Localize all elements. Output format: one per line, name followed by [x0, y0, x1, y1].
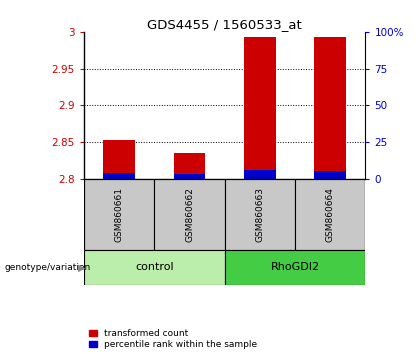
Bar [244, 37, 276, 179]
Text: RhoGDI2: RhoGDI2 [270, 262, 320, 272]
Bar [295, 179, 365, 250]
Title: GDS4455 / 1560533_at: GDS4455 / 1560533_at [147, 18, 302, 31]
Bar [84, 179, 155, 250]
Text: GSM860662: GSM860662 [185, 187, 194, 242]
Bar [244, 170, 276, 179]
Bar [225, 179, 295, 250]
Bar [315, 37, 346, 179]
Text: GSM860664: GSM860664 [326, 187, 335, 242]
Legend: transformed count, percentile rank within the sample: transformed count, percentile rank withi… [89, 329, 257, 349]
Bar [174, 175, 205, 179]
Text: GSM860661: GSM860661 [115, 187, 123, 242]
Bar [155, 179, 225, 250]
Bar [103, 173, 135, 179]
Text: control: control [135, 262, 173, 272]
Text: ▶: ▶ [78, 262, 85, 272]
Text: genotype/variation: genotype/variation [4, 263, 90, 272]
Bar [103, 140, 135, 179]
Text: GSM860663: GSM860663 [255, 187, 264, 242]
Bar [174, 153, 205, 179]
Bar [84, 250, 225, 285]
Bar [225, 250, 365, 285]
Bar [315, 171, 346, 179]
